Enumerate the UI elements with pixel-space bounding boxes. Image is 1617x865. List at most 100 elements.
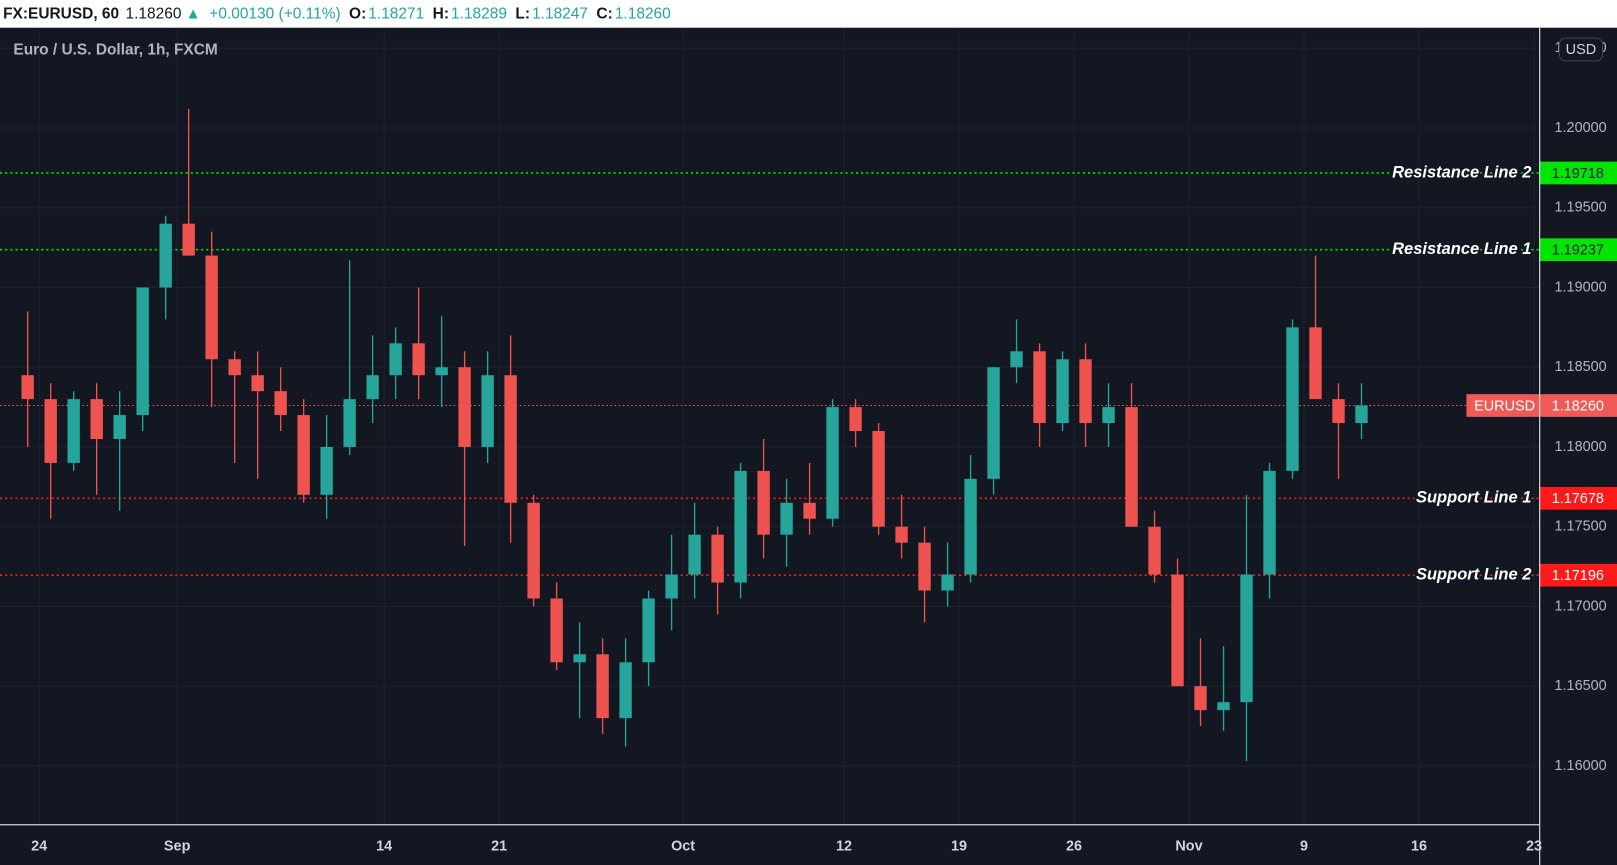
candle-body	[435, 367, 448, 376]
o-value: 1.18271	[368, 5, 425, 23]
candle-body	[895, 526, 908, 543]
candle-body	[619, 662, 632, 719]
x-tick-label: 9	[1300, 838, 1308, 854]
x-tick-label: 14	[376, 838, 392, 854]
candle-body	[1171, 574, 1184, 687]
candle-body	[803, 502, 816, 519]
currency-label[interactable]: USD	[1566, 42, 1596, 58]
candle-body	[458, 367, 471, 447]
level-name: Resistance Line 1	[1392, 240, 1531, 258]
candle-body	[481, 375, 494, 447]
x-tick-label: 23	[1526, 838, 1542, 854]
candle-body	[1286, 327, 1299, 471]
candle-body	[1056, 359, 1069, 424]
y-tick-label: 1.16500	[1555, 678, 1607, 694]
x-tick-label: 16	[1411, 838, 1427, 854]
y-tick-label: 1.17000	[1555, 598, 1607, 614]
candle-body	[504, 375, 517, 503]
level-name: Support Line 1	[1416, 489, 1531, 507]
candle-body	[872, 431, 885, 527]
candle-body	[1079, 359, 1092, 424]
candle-body	[274, 391, 287, 416]
price-badge	[1539, 161, 1617, 185]
y-tick-label: 1.17500	[1555, 519, 1607, 535]
candle-body	[550, 598, 563, 663]
badge-price: 1.17196	[1552, 568, 1604, 584]
price-badge	[1539, 486, 1617, 510]
candle-body	[412, 343, 425, 376]
change: +0.00130 (+0.11%)	[209, 5, 341, 23]
candle-body	[297, 415, 310, 495]
y-tick-label: 1.18500	[1555, 359, 1607, 375]
candle-body	[757, 470, 770, 535]
candle-body	[182, 223, 195, 256]
candle-body	[205, 255, 218, 360]
candle-body	[826, 407, 839, 519]
candle-body	[1332, 399, 1345, 424]
c-label: C:	[596, 5, 613, 23]
candle-body	[366, 375, 379, 400]
x-tick-label: Nov	[1175, 838, 1202, 854]
candle-body	[780, 502, 793, 535]
candle-body	[228, 359, 241, 376]
candle-body	[113, 415, 126, 439]
candle-body	[343, 399, 356, 447]
badge-price: 1.19237	[1552, 243, 1604, 259]
l-value: 1.18247	[532, 5, 589, 23]
h-value: 1.18289	[451, 5, 507, 23]
arrow: ▲	[185, 5, 201, 23]
x-tick-label: 26	[1066, 838, 1082, 854]
x-tick-label: 24	[31, 838, 47, 854]
symbol: FX:EURUSD, 60	[3, 5, 120, 23]
candle-body	[136, 287, 149, 416]
candle-body	[1033, 351, 1046, 424]
candle-body	[1240, 574, 1253, 703]
candle-body	[1217, 702, 1230, 711]
price-badge	[1539, 563, 1617, 587]
badge-price: 1.18260	[1552, 398, 1604, 414]
candle-body	[21, 375, 34, 400]
o-label: O:	[349, 5, 367, 23]
chart-title: Euro / U.S. Dollar, 1h, FXCM	[13, 42, 217, 59]
badge-price: 1.19718	[1552, 166, 1604, 182]
candle-body	[1010, 351, 1023, 368]
candle-body	[320, 446, 333, 495]
candle-body	[1102, 407, 1115, 424]
y-tick-label: 1.19500	[1555, 200, 1607, 216]
candle-body	[964, 478, 977, 575]
x-tick-label: 21	[491, 838, 507, 854]
candle-body	[734, 470, 747, 583]
background	[0, 27, 1617, 865]
candle-body	[665, 574, 678, 599]
candle-body	[573, 654, 586, 663]
last-price: 1.18260	[125, 5, 182, 23]
legend-header: FX:EURUSD, 60 1.18260 ▲ +0.00130 (+0.11%)…	[0, 0, 1617, 28]
candle-body	[918, 542, 931, 591]
candle-body	[251, 375, 264, 392]
candle-body	[987, 367, 1000, 479]
candle-body	[90, 399, 103, 439]
badge-symbol: EURUSD	[1474, 398, 1535, 414]
candle-body	[159, 223, 172, 288]
x-tick-label: 12	[836, 838, 852, 854]
candle-body	[1194, 686, 1207, 711]
l-label: L:	[515, 5, 531, 23]
y-tick-label: 1.20000	[1555, 120, 1607, 136]
y-tick-label: 1.19000	[1555, 279, 1607, 295]
candle-body	[941, 574, 954, 591]
candle-body	[67, 399, 80, 463]
candle-body	[527, 502, 540, 599]
candle-body	[1263, 470, 1276, 575]
currency-button[interactable]	[1558, 37, 1604, 62]
candle-body	[1148, 526, 1161, 575]
x-tick-label: 19	[951, 838, 967, 854]
c-value: 1.18260	[614, 5, 671, 23]
x-tick-label: Oct	[671, 838, 695, 854]
candle-body	[1355, 405, 1368, 424]
candle-body	[1309, 327, 1322, 400]
badge-price: 1.17678	[1552, 491, 1604, 507]
candle-body	[596, 654, 609, 719]
level-name: Resistance Line 2	[1392, 163, 1531, 181]
